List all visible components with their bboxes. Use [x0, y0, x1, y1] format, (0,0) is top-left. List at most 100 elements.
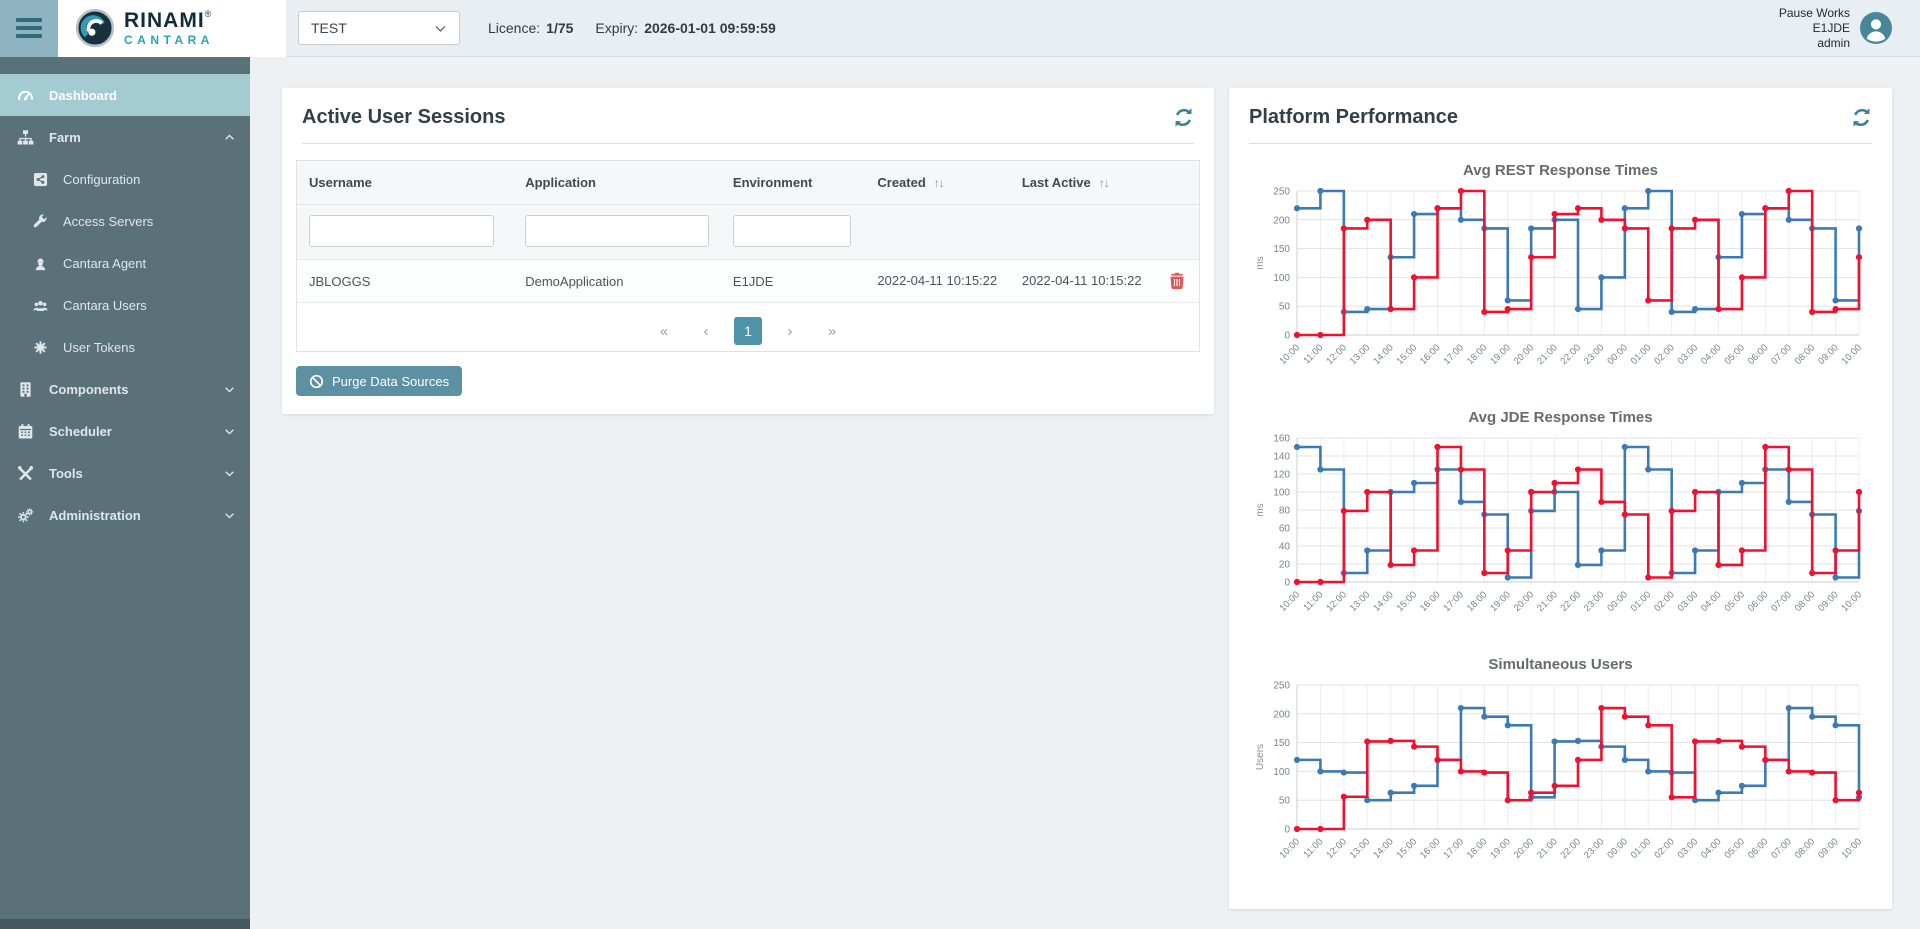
sidebar-item-components[interactable]: Components [0, 368, 250, 410]
application-filter-input[interactable] [525, 215, 709, 247]
svg-text:21:00: 21:00 [1535, 836, 1560, 861]
svg-text:100: 100 [1273, 767, 1290, 778]
svg-text:ms: ms [1255, 256, 1266, 269]
svg-text:05:00: 05:00 [1722, 589, 1747, 614]
svg-text:02:00: 02:00 [1652, 342, 1677, 367]
pagination-first-button[interactable]: « [659, 322, 669, 340]
svg-text:00:00: 00:00 [1605, 589, 1630, 614]
username-filter-input[interactable] [309, 215, 494, 247]
svg-text:06:00: 06:00 [1745, 589, 1770, 614]
svg-text:23:00: 23:00 [1581, 342, 1606, 367]
svg-text:19:00: 19:00 [1488, 589, 1513, 614]
licence-value: 1/75 [546, 20, 574, 36]
refresh-icon[interactable] [1173, 107, 1194, 128]
registered-mark: ® [204, 9, 213, 19]
sidebar-item-label: Components [49, 381, 129, 397]
svg-text:17:00: 17:00 [1441, 589, 1466, 614]
environment-select-value: TEST [311, 20, 347, 36]
sidebar-item-label: Tools [49, 465, 83, 481]
sidebar-item-access-servers[interactable]: Access Servers [0, 200, 250, 242]
refresh-icon[interactable] [1851, 107, 1872, 128]
purge-data-sources-button[interactable]: Purge Data Sources [296, 366, 463, 396]
hamburger-menu-icon[interactable] [0, 0, 58, 57]
svg-text:10:00: 10:00 [1839, 342, 1864, 367]
sessions-filter-row [296, 204, 1200, 260]
svg-text:01:00: 01:00 [1628, 836, 1653, 861]
chevron-down-icon [225, 512, 234, 519]
calendar-icon [18, 423, 33, 439]
simultaneous-users-chart-plot: 10:00 11:0012:0013:0014:0015:0016:0017:00… [1255, 681, 1864, 861]
user-environment: E1JDE [1812, 20, 1850, 35]
sort-icon[interactable]: ↑↓ [1098, 176, 1110, 190]
column-header-last-active[interactable]: Last Active ↑↓ [1009, 160, 1155, 205]
svg-text:14:00: 14:00 [1371, 589, 1396, 614]
svg-text:40: 40 [1278, 542, 1290, 553]
sidebar-footer-strip [0, 919, 250, 929]
sort-icon[interactable]: ↑↓ [933, 176, 945, 190]
cell-username: JBLOGGS [296, 259, 514, 303]
rest-response-chart: Avg REST Response Times 10:00 11:00 12:00 1… [1243, 154, 1878, 395]
cogs-icon [18, 507, 34, 522]
svg-text:00:00: 00:00 [1605, 342, 1630, 367]
sidebar-item-cantara-users[interactable]: Cantara Users [0, 284, 250, 326]
pagination-next-button[interactable]: › [787, 322, 793, 340]
share-square-icon [33, 172, 48, 186]
svg-text:250: 250 [1273, 187, 1290, 198]
session-table-row: JBLOGGS DemoApplication E1JDE 2022-04-11… [296, 259, 1200, 303]
user-role: admin [1817, 35, 1850, 50]
svg-text:10:00: 10:00 [1277, 836, 1302, 861]
column-header-created[interactable]: Created ↑↓ [865, 160, 1010, 205]
jde-response-chart: Avg JDE Response Times 10:00 11:00 12:00 13… [1243, 401, 1878, 642]
ban-icon [309, 374, 324, 388]
svg-text:13:00: 13:00 [1347, 342, 1372, 367]
svg-text:0: 0 [1284, 825, 1290, 836]
svg-text:09:00: 09:00 [1816, 589, 1841, 614]
sidebar-item-cantara-agent[interactable]: Cantara Agent [0, 242, 250, 284]
sessions-table: Username Application Environment Created… [296, 160, 1200, 352]
svg-text:120: 120 [1273, 470, 1290, 481]
svg-text:07:00: 07:00 [1769, 589, 1794, 614]
sidebar-item-scheduler[interactable]: Scheduler [0, 410, 250, 452]
svg-text:01:00: 01:00 [1628, 589, 1653, 614]
svg-text:11:00: 11:00 [1301, 342, 1325, 366]
user-avatar-icon[interactable] [1860, 12, 1892, 44]
environment-select[interactable]: TEST [298, 11, 460, 45]
chevron-down-icon [225, 428, 234, 435]
licence-label: Licence: [488, 20, 541, 36]
divider [302, 143, 1194, 144]
sidebar-item-label: Administration [49, 507, 141, 523]
svg-text:00:00: 00:00 [1605, 836, 1630, 861]
sidebar-item-label: Dashboard [49, 87, 117, 103]
sidebar-item-administration[interactable]: Administration [0, 494, 250, 536]
cell-application: DemoApplication [513, 259, 721, 303]
column-header-application: Application [513, 160, 721, 205]
sidebar-item-user-tokens[interactable]: User Tokens [0, 326, 250, 368]
pagination-prev-button[interactable]: ‹ [703, 322, 709, 340]
svg-text:11:00: 11:00 [1301, 589, 1325, 613]
sidebar-item-farm[interactable]: Farm [0, 116, 250, 158]
tools-icon [17, 465, 34, 480]
logo: RINAMI® CANTARA [58, 0, 286, 57]
token-icon [34, 340, 47, 354]
chart-title: Avg REST Response Times [1462, 162, 1659, 179]
chevron-down-icon [435, 25, 446, 32]
environment-filter-input[interactable] [732, 215, 851, 247]
sidebar-item-configuration[interactable]: Configuration [0, 158, 250, 200]
column-header-username: Username [296, 160, 514, 205]
column-header-actions [1154, 160, 1200, 205]
jde-response-chart-plot: 10:00 11:0012:0013:0014:0015:0016:0017:00… [1255, 434, 1864, 614]
sidebar-item-tools[interactable]: Tools [0, 452, 250, 494]
users-icon [33, 300, 48, 311]
svg-text:0: 0 [1284, 578, 1290, 589]
delete-session-trash-icon[interactable] [1169, 272, 1185, 290]
svg-text:23:00: 23:00 [1581, 589, 1606, 614]
svg-text:11:00: 11:00 [1301, 836, 1325, 860]
svg-text:02:00: 02:00 [1652, 836, 1677, 861]
svg-text:20:00: 20:00 [1511, 589, 1536, 614]
pagination-page-1-button[interactable]: 1 [734, 317, 762, 345]
svg-text:10:00: 10:00 [1277, 589, 1302, 614]
cell-last-active: 2022-04-11 10:15:22 [1009, 259, 1155, 303]
svg-text:14:00: 14:00 [1371, 836, 1396, 861]
pagination-last-button[interactable]: » [827, 322, 837, 340]
sidebar-item-dashboard[interactable]: Dashboard [0, 74, 250, 116]
